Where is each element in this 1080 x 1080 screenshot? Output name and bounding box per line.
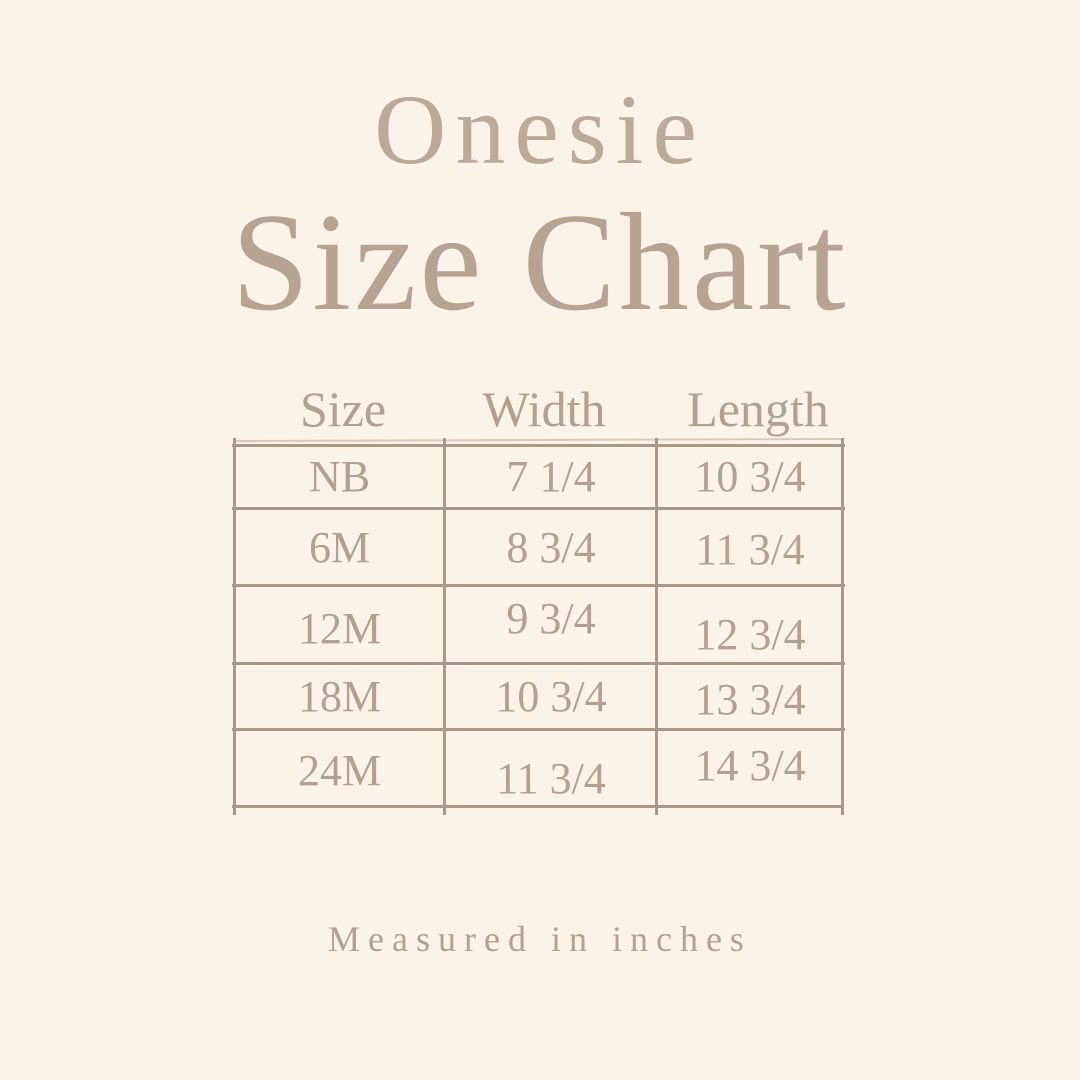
size-table-cells: NB 7 1/4 10 3/4 6M 8 3/4 11 3/4 12M 9 3/…	[234, 445, 843, 807]
footer-note: Measured in inches	[328, 919, 752, 959]
page-title: Size Chart	[231, 185, 849, 340]
cell-width: 8 3/4	[506, 522, 596, 572]
cell-size: 6M	[308, 522, 371, 572]
grid-line-col-1	[443, 438, 446, 815]
size-table: NB 7 1/4 10 3/4 6M 8 3/4 11 3/4 12M 9 3/…	[232, 437, 845, 815]
grid-line-col-2	[655, 438, 658, 815]
cell-size: 12M	[297, 604, 382, 653]
grid-line-top	[232, 444, 845, 447]
cell-width: 11 3/4	[496, 753, 606, 803]
cell-length: 14 3/4	[694, 740, 806, 790]
cell-length: 12 3/4	[694, 610, 806, 659]
cell-size: 24M	[297, 745, 382, 795]
column-header-length: Length	[687, 381, 829, 437]
cell-width: 10 3/4	[495, 672, 607, 721]
grid-line-row-3	[232, 662, 845, 665]
column-header-width: Width	[482, 381, 606, 437]
cell-length: 13 3/4	[694, 675, 806, 724]
cell-size: 18M	[297, 672, 382, 721]
grid-line-row-2	[232, 584, 845, 587]
cell-size: NB	[308, 452, 371, 501]
grid-line-top-sketch	[235, 437, 844, 443]
cell-width: 9 3/4	[506, 594, 596, 643]
grid-line-right	[841, 438, 844, 815]
cell-length: 10 3/4	[694, 452, 806, 501]
cell-width: 7 1/4	[506, 452, 596, 501]
grid-line-bottom	[232, 805, 841, 808]
cell-length: 11 3/4	[695, 524, 805, 574]
column-header-size: Size	[299, 381, 387, 437]
grid-line-left	[233, 438, 236, 815]
product-title: Onesie	[374, 74, 706, 185]
grid-line-row-4	[232, 728, 845, 731]
grid-line-row-1	[232, 507, 845, 510]
